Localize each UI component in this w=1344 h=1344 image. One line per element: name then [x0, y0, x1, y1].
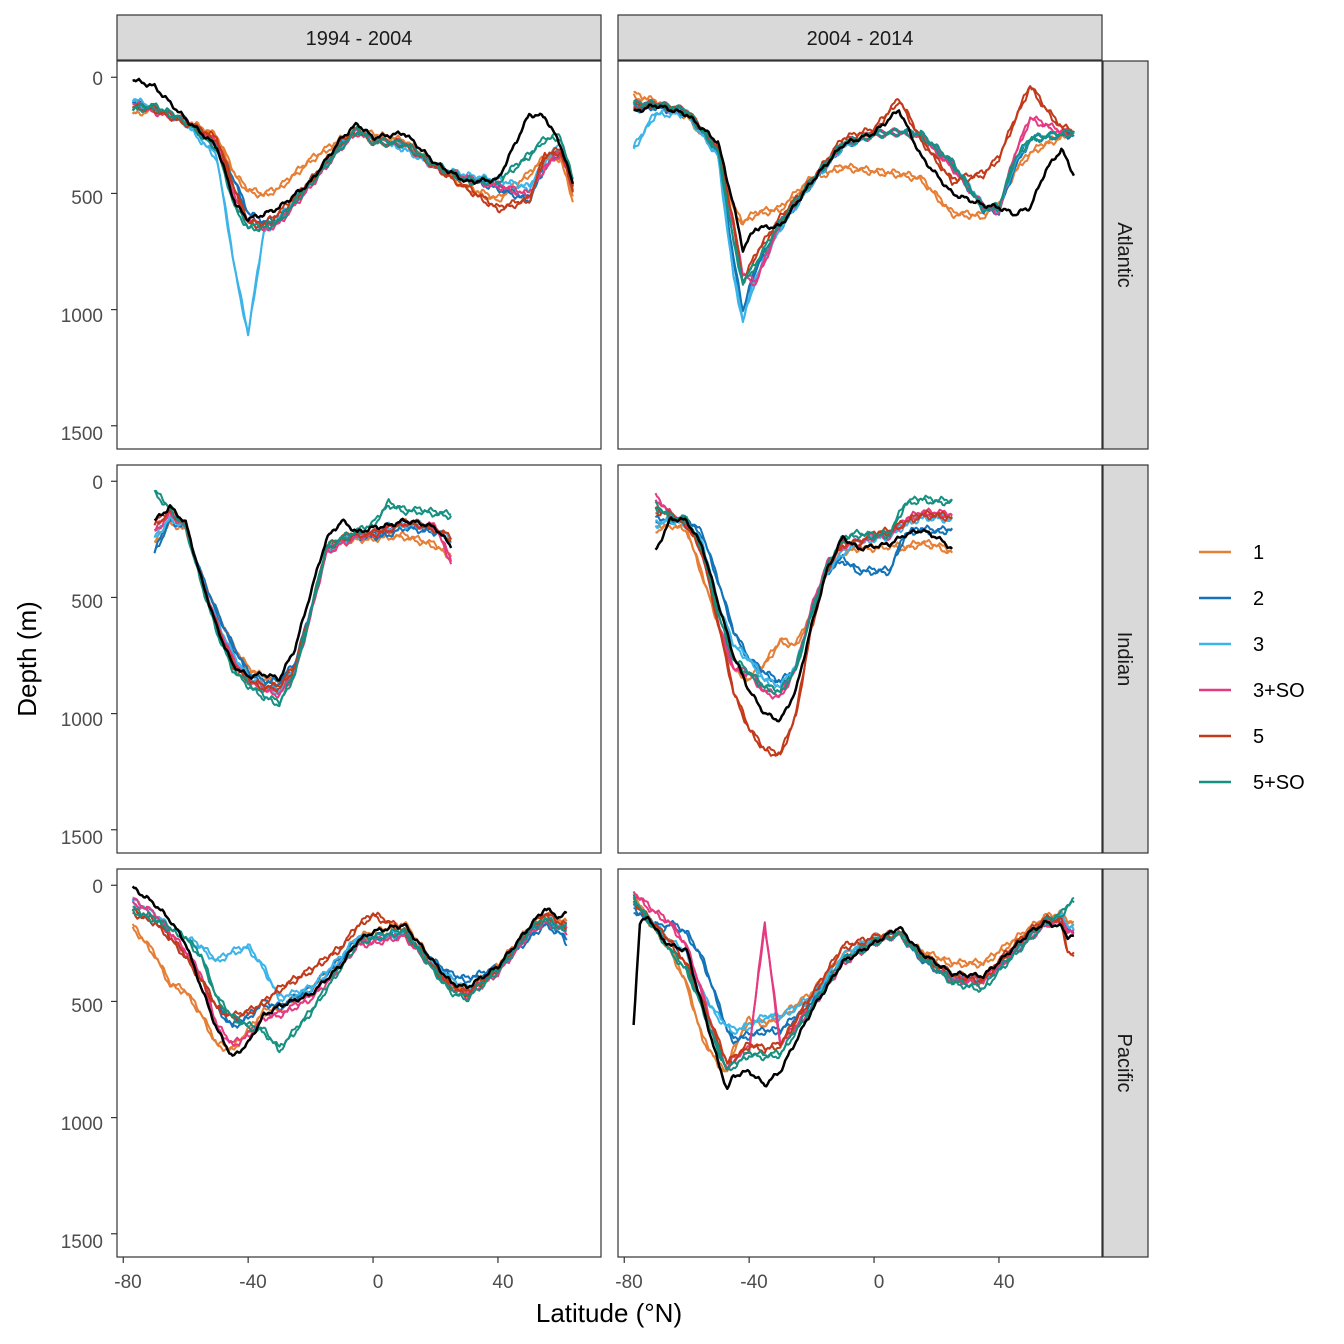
x-tick-label: -40 — [740, 1272, 767, 1293]
row-strip-indian: Indian — [1102, 464, 1149, 854]
reference-line — [654, 516, 954, 723]
row-strip-atlantic: Atlantic — [1102, 60, 1149, 450]
reference-line — [132, 77, 575, 222]
x-tick-label: 40 — [492, 1272, 513, 1293]
y-tick-label: 0 — [92, 473, 103, 494]
reference-line — [633, 103, 1076, 253]
row-strip-label: Indian — [1113, 632, 1135, 687]
legend-label: 5+SO — [1253, 772, 1305, 794]
y-tick-label: 1500 — [61, 828, 103, 849]
panel-pacific-2 — [617, 868, 1103, 1263]
x-tick-label: -40 — [239, 1272, 266, 1293]
reference-line — [153, 504, 453, 682]
y-tick-label: 1000 — [61, 306, 103, 327]
series-line-5 — [655, 511, 953, 757]
reference-line — [632, 915, 1075, 1091]
y-tick-label: 1500 — [61, 1232, 103, 1253]
column-strip-1994-2004: 1994 - 2004 — [116, 14, 602, 61]
x-tick-label: 0 — [373, 1272, 384, 1293]
x-tick-label: 40 — [993, 1272, 1014, 1293]
panel-atlantic-2 — [617, 60, 1103, 450]
series-line-5 — [132, 911, 567, 1021]
legend-label: 3 — [1253, 634, 1264, 656]
panel-pacific-1 — [111, 868, 602, 1263]
y-tick-label: 500 — [71, 188, 103, 209]
y-tick-label: 500 — [71, 592, 103, 613]
column-strip-label: 2004 - 2014 — [807, 28, 914, 50]
x-axis-ticks: -80 -40 0 40 -80 -40 0 40 — [114, 1272, 1014, 1293]
row-strip-label: Pacific — [1113, 1034, 1135, 1093]
panel-indian-2 — [617, 464, 1103, 854]
reference-line — [131, 885, 568, 1057]
y-tick-label: 0 — [92, 877, 103, 898]
series-line-1 — [655, 523, 953, 683]
legend-label: 1 — [1253, 542, 1264, 564]
series-line-3-so — [132, 102, 574, 232]
x-axis-title: Latitude (°N) — [536, 1298, 682, 1328]
y-tick-label: 1000 — [61, 710, 103, 731]
row-strip-label: Atlantic — [1113, 222, 1135, 288]
series-line-5-so — [153, 489, 452, 708]
panels — [111, 60, 1103, 1263]
y-axis-ticks: 0 500 1000 1500 0 500 1000 1500 0 500 10… — [61, 69, 103, 1253]
x-tick-label: -80 — [114, 1272, 141, 1293]
series-line-5-so — [633, 101, 1075, 286]
legend: 1 2 3 3+SO 5 5+SO — [1199, 542, 1305, 794]
y-tick-label: 500 — [71, 996, 103, 1017]
y-axis-title: Depth (m) — [12, 601, 42, 717]
x-tick-label: -80 — [615, 1272, 642, 1293]
panel-border — [617, 464, 1103, 854]
legend-label: 5 — [1253, 726, 1264, 748]
panel-atlantic-1 — [111, 60, 602, 450]
y-tick-label: 1500 — [61, 424, 103, 445]
y-tick-label: 0 — [92, 69, 103, 90]
panel-border — [116, 464, 602, 854]
legend-label: 2 — [1253, 588, 1264, 610]
column-strip-2004-2014: 2004 - 2014 — [617, 14, 1103, 61]
panel-border — [116, 60, 602, 450]
legend-label: 3+SO — [1253, 680, 1305, 702]
panel-border — [116, 868, 602, 1258]
panel-indian-1 — [111, 464, 602, 854]
y-tick-label: 1000 — [61, 1114, 103, 1135]
series-line-5-so — [131, 908, 567, 1054]
x-tick-label: 0 — [874, 1272, 885, 1293]
row-strip-pacific: Pacific — [1102, 868, 1149, 1258]
column-strip-label: 1994 - 2004 — [306, 28, 413, 50]
